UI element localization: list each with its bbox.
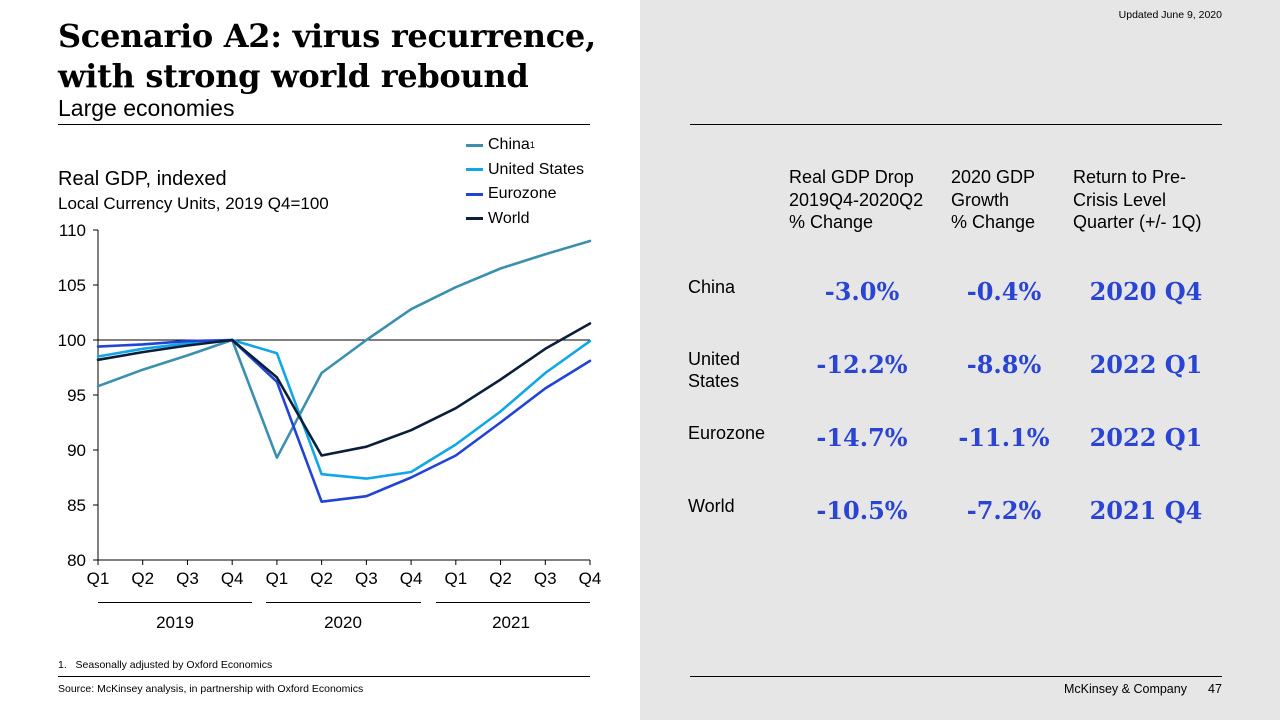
column-header-gdp-growth: 2020 GDP Growth % Change — [951, 167, 1036, 232]
x-tick-label: Q2 — [310, 569, 333, 588]
cell-united-states-growth: -8.8% — [966, 350, 1042, 379]
year-label-2021: 2021 — [492, 613, 530, 632]
year-divider-2020 — [266, 602, 421, 603]
row-label-world: World — [688, 496, 735, 516]
x-tick-label: Q1 — [87, 569, 110, 588]
source-note: Source: McKinsey analysis, in partnershi… — [58, 683, 364, 695]
series-line-world — [96, 322, 592, 457]
y-tick-label: 80 — [67, 551, 86, 570]
legend-footnote-marker: 1 — [529, 140, 535, 151]
row-label-united-states: United States — [688, 349, 741, 391]
legend-item-world: World — [466, 207, 584, 232]
y-tick-label: 85 — [67, 496, 86, 515]
y-tick-label: 105 — [58, 276, 86, 295]
legend-label-eurozone: Eurozone — [488, 185, 557, 203]
brand-name: McKinsey & Company — [1064, 682, 1187, 696]
legend-item-united-states: United States — [466, 158, 584, 183]
gdp-line-chart: 80 85 90 95 100 105 110 Q1 Q2 Q3 Q4 Q1 Q2 Q3 Q4 Q1 Q2 Q3 Q… — [58, 221, 602, 588]
page-number: 47 — [1208, 682, 1222, 696]
row-label-eurozone: Eurozone — [688, 423, 766, 443]
x-tick-label: Q3 — [355, 569, 378, 588]
x-tick-label: Q4 — [579, 569, 602, 588]
legend-swatch-united-states — [466, 168, 483, 172]
cell-eurozone-drop: -14.7% — [816, 423, 908, 452]
year-divider-2019 — [98, 602, 252, 603]
legend-item-china: China 1 — [466, 133, 584, 158]
footnote: 1. Seasonally adjusted by Oxford Economi… — [58, 659, 273, 671]
year-divider-2021 — [436, 602, 590, 603]
legend-label-china: China — [488, 136, 530, 154]
cell-china-growth: -0.4% — [966, 277, 1042, 306]
column-header-return: Return to Pre- Crisis Level Quarter (+/-… — [1073, 167, 1202, 232]
cell-china-drop: -3.0% — [824, 277, 900, 306]
title-divider — [58, 124, 590, 125]
legend-swatch-china — [466, 143, 483, 147]
cell-world-growth: -7.2% — [966, 496, 1042, 525]
legend-label-world: World — [488, 209, 530, 227]
y-tick-label: 90 — [67, 441, 86, 460]
x-tick-label: Q2 — [489, 569, 512, 588]
series-line-china — [96, 239, 592, 460]
y-tick-label: 95 — [67, 386, 86, 405]
row-label-china: China — [688, 277, 736, 297]
series-line-united-states — [96, 338, 592, 480]
chart-legend: China 1 United States Eurozone World — [466, 133, 584, 231]
legend-item-eurozone: Eurozone — [466, 182, 584, 207]
chart-subtitle: Local Currency Units, 2019 Q4=100 — [58, 194, 329, 213]
cell-world-return: 2021 Q4 — [1089, 496, 1203, 525]
cell-united-states-drop: -12.2% — [816, 350, 908, 379]
x-tick-label: Q1 — [266, 569, 289, 588]
legend-swatch-eurozone — [466, 192, 483, 196]
table-top-divider — [690, 124, 1222, 125]
legend-label-united-states: United States — [488, 160, 585, 178]
y-tick-label: 100 — [58, 331, 86, 350]
footer-divider — [690, 676, 1222, 677]
cell-china-return: 2020 Q4 — [1089, 277, 1203, 306]
x-tick-label: Q1 — [444, 569, 467, 588]
x-tick-label: Q4 — [221, 569, 244, 588]
page-title: Scenario A2: virus recurrence, with stro… — [58, 17, 596, 95]
cell-united-states-return: 2022 Q1 — [1089, 350, 1203, 379]
source-divider — [58, 676, 590, 677]
page-subtitle: Large economies — [58, 95, 235, 121]
year-label-2020: 2020 — [324, 613, 362, 632]
column-header-gdp-drop: Real GDP Drop 2019Q4-2020Q2 % Change — [789, 167, 924, 232]
cell-eurozone-return: 2022 Q1 — [1089, 423, 1203, 452]
cell-eurozone-growth: -11.1% — [958, 423, 1050, 452]
x-tick-label: Q4 — [400, 569, 423, 588]
x-tick-label: Q3 — [534, 569, 557, 588]
chart-title: Real GDP, indexed — [58, 168, 227, 190]
x-tick-label: Q2 — [131, 569, 154, 588]
legend-swatch-world — [466, 217, 483, 221]
updated-date: Updated June 9, 2020 — [1118, 9, 1222, 21]
cell-world-drop: -10.5% — [816, 496, 908, 525]
y-tick-label: 110 — [59, 221, 86, 240]
series-line-eurozone — [96, 338, 592, 504]
x-tick-label: Q3 — [176, 569, 199, 588]
summary-panel — [640, 0, 1280, 720]
year-label-2019: 2019 — [156, 613, 194, 632]
